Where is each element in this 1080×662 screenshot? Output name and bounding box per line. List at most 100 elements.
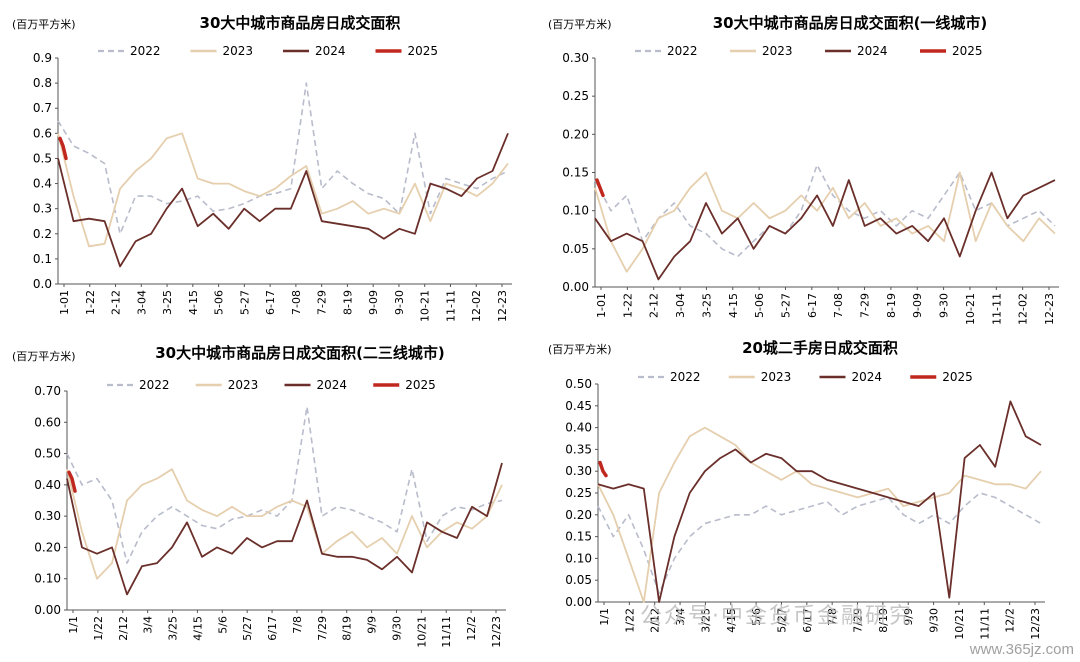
- x-tick-label: 1/22: [623, 608, 636, 633]
- x-tick-label: 5/27: [775, 608, 788, 633]
- chart-title: 30大中城市商品房日成交面积(二三线城市): [155, 344, 445, 362]
- y-axis-unit-label: (百万平方米): [548, 342, 612, 356]
- x-tick-label: 9/30: [390, 616, 403, 641]
- x-tick-label: 5-27: [238, 290, 251, 315]
- x-tick-label: 3/4: [674, 608, 687, 626]
- y-tick-label: 0.0: [33, 277, 52, 291]
- x-tick-label: 1/1: [598, 608, 611, 626]
- x-tick-label: 9-30: [393, 290, 406, 315]
- x-tick-label: 7-08: [290, 290, 303, 315]
- x-tick-label: 3-04: [674, 293, 687, 318]
- x-tick-label: 7-29: [316, 290, 329, 315]
- y-tick-label: 0.00: [34, 603, 61, 617]
- x-tick-label: 6-17: [806, 293, 819, 318]
- y-tick-label: 0.00: [562, 280, 589, 294]
- x-tick-label: 11-11: [444, 290, 457, 322]
- y-tick-label: 0.40: [565, 421, 592, 435]
- y-tick-label: 0.50: [34, 447, 61, 461]
- y-tick-label: 0.70: [34, 384, 61, 398]
- legend-label-2022: 2022: [670, 370, 701, 384]
- chart-title: 30大中城市商品房日成交面积(一线城市): [713, 14, 988, 32]
- x-tick-label: 3-25: [161, 290, 174, 315]
- x-tick-label: 9/30: [928, 608, 941, 633]
- x-tick-label: 2/12: [117, 616, 130, 641]
- legend-label-2024: 2024: [852, 370, 883, 384]
- series-line-2022: [57, 82, 509, 235]
- y-tick-label: 0.8: [33, 76, 52, 90]
- legend-label-2023: 2023: [223, 44, 254, 58]
- y-tick-label: 0.30: [562, 51, 589, 65]
- y-tick-label: 0.35: [565, 442, 592, 456]
- series-line-2025: [58, 136, 68, 161]
- series-line-2025: [67, 470, 77, 493]
- x-tick-label: 1-22: [621, 293, 634, 318]
- chart-panel-3: 30大中城市商品房日成交面积(二三线城市) (百万平方米) 0.00 0.10 0.20…: [12, 344, 506, 648]
- y-tick-label: 0.25: [565, 486, 592, 500]
- y-tick-label: 0.4: [33, 177, 52, 191]
- x-tick-label: 1-01: [58, 290, 71, 315]
- x-tick-label: 3-04: [135, 290, 148, 315]
- x-tick-label: 1/22: [92, 616, 105, 641]
- x-tick-label: 9-30: [938, 293, 951, 318]
- chart-title: 20城二手房日成交面积: [742, 339, 898, 357]
- y-tick-label: 0.1: [33, 252, 52, 266]
- x-tick-label: 7/29: [852, 608, 865, 633]
- x-tick-label: 12-02: [1017, 293, 1030, 325]
- y-axis-unit-label: (百万平方米): [12, 17, 76, 31]
- x-tick-label: 7/29: [316, 616, 329, 641]
- x-tick-label: 4/15: [191, 616, 204, 641]
- y-tick-label: 0.45: [565, 399, 592, 413]
- x-tick-label: 12-23: [1043, 293, 1056, 325]
- watermark-text: 公众号·中金货币金融研究: [640, 604, 913, 629]
- x-tick-label: 12-02: [470, 290, 483, 322]
- legend-label-2025: 2025: [942, 370, 973, 384]
- y-tick-label: 0.30: [565, 464, 592, 478]
- series-line-2024: [597, 400, 1042, 603]
- x-tick-label: 7/8: [291, 616, 304, 634]
- x-tick-label: 8/19: [877, 608, 890, 633]
- chart-panel-4: 20城二手房日成交面积 (百万平方米) 0.00 0.05 0.10 0.15 0.20 0.…: [548, 339, 1045, 640]
- y-tick-label: 0.20: [34, 540, 61, 554]
- legend-label-2024: 2024: [315, 44, 346, 58]
- x-tick-label: 5/6: [216, 616, 229, 634]
- series-line-2023: [57, 132, 509, 248]
- y-tick-label: 0.05: [562, 242, 589, 256]
- x-tick-label: 5-27: [779, 293, 792, 318]
- y-tick-label: 0.15: [562, 166, 589, 180]
- y-tick-label: 0.2: [33, 227, 52, 241]
- x-tick-label: 5-06: [213, 290, 226, 315]
- series-line-2024: [66, 462, 503, 596]
- x-tick-label: 9-09: [911, 293, 924, 318]
- x-tick-label: 7-08: [832, 293, 845, 318]
- x-tick-label: 12/23: [1029, 608, 1042, 640]
- site-watermark: www.365jz.com: [969, 641, 1074, 658]
- series-line-2024: [594, 171, 1056, 281]
- y-tick-label: 0.60: [34, 415, 61, 429]
- x-tick-label: 1-01: [595, 293, 608, 318]
- y-tick-label: 0.25: [562, 89, 589, 103]
- legend-label-2025: 2025: [405, 378, 436, 392]
- series-line-2022: [594, 164, 1056, 258]
- legend-label-2025: 2025: [408, 44, 439, 58]
- x-tick-label: 8/19: [341, 616, 354, 641]
- legend-label-2023: 2023: [762, 44, 793, 58]
- y-tick-label: 0.30: [34, 509, 61, 523]
- x-tick-label: 10-21: [419, 290, 432, 322]
- y-tick-label: 0.10: [562, 204, 589, 218]
- series-line-2023: [594, 171, 1056, 273]
- x-tick-label: 9/9: [902, 608, 915, 626]
- x-tick-label: 7/8: [826, 608, 839, 626]
- legend-label-2022: 2022: [130, 44, 161, 58]
- x-tick-label: 6/17: [266, 616, 279, 641]
- x-tick-label: 9/9: [366, 616, 379, 634]
- legend-label-2024: 2024: [857, 44, 888, 58]
- series-line-2024: [57, 132, 509, 268]
- y-tick-label: 0.00: [565, 595, 592, 609]
- x-tick-label: 6/17: [801, 608, 814, 633]
- y-tick-label: 0.50: [565, 377, 592, 391]
- series-line-2025: [595, 178, 605, 198]
- x-tick-label: 3/4: [142, 616, 155, 634]
- y-tick-label: 0.9: [33, 51, 52, 65]
- y-tick-label: 0.15: [565, 530, 592, 544]
